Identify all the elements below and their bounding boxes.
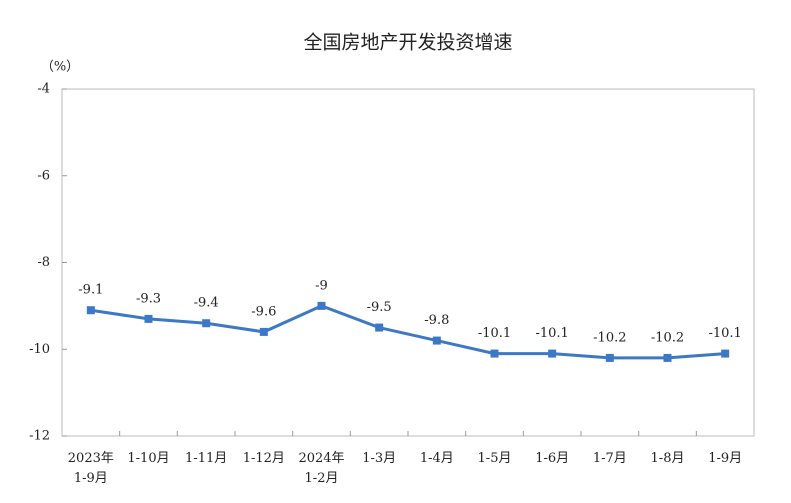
data-label: -10.2 xyxy=(651,330,684,345)
x-tick-label: 1-3月 xyxy=(362,451,396,466)
data-point xyxy=(202,319,211,328)
data-label: -10.2 xyxy=(593,330,626,345)
x-tick-label: 1-8月 xyxy=(651,451,685,466)
data-point xyxy=(375,323,384,332)
data-point xyxy=(548,349,557,358)
data-line xyxy=(90,304,726,360)
data-label: -10.1 xyxy=(478,326,511,341)
chart-title: 全国房地产开发投资增速 xyxy=(303,32,512,54)
data-point xyxy=(86,306,95,315)
data-point xyxy=(144,314,153,323)
data-label: -9.1 xyxy=(78,283,103,298)
x-tick-label: 2024年 1-2月 xyxy=(298,451,344,486)
data-point xyxy=(432,336,441,345)
plot-frame xyxy=(61,88,755,437)
data-point xyxy=(663,353,672,362)
y-axis-label: （%） xyxy=(41,60,79,75)
data-point xyxy=(317,301,326,310)
data-point xyxy=(605,353,614,362)
data-point xyxy=(490,349,499,358)
y-tick-label: -6 xyxy=(37,168,50,183)
x-tick-label: 1-7月 xyxy=(593,451,627,466)
y-tick-label: -8 xyxy=(37,255,50,270)
x-tick-label: 1-4月 xyxy=(420,451,454,466)
data-label: -9.8 xyxy=(424,313,449,328)
y-tick-label: -10 xyxy=(29,342,50,357)
data-label: -9.5 xyxy=(367,300,392,315)
data-point xyxy=(259,327,268,336)
data-label: -9.3 xyxy=(136,291,161,306)
data-label: -10.1 xyxy=(708,326,741,341)
x-tick-label: 1-11月 xyxy=(185,451,227,466)
x-tick-label: 1-6月 xyxy=(535,451,569,466)
y-tick-label: -4 xyxy=(37,82,50,97)
x-tick-label: 1-10月 xyxy=(127,451,169,466)
x-tick-label: 2023年 1-9月 xyxy=(68,451,114,486)
data-label: -9.6 xyxy=(251,304,276,319)
data-label: -9 xyxy=(315,278,328,293)
x-tick-label: 1-5月 xyxy=(478,451,512,466)
data-point xyxy=(721,349,730,358)
data-label: -10.1 xyxy=(535,326,568,341)
x-tick-label: 1-12月 xyxy=(243,451,285,466)
y-tick-label: -12 xyxy=(29,429,50,444)
data-label: -9.4 xyxy=(194,296,219,311)
x-tick-label: 1-9月 xyxy=(708,451,742,466)
